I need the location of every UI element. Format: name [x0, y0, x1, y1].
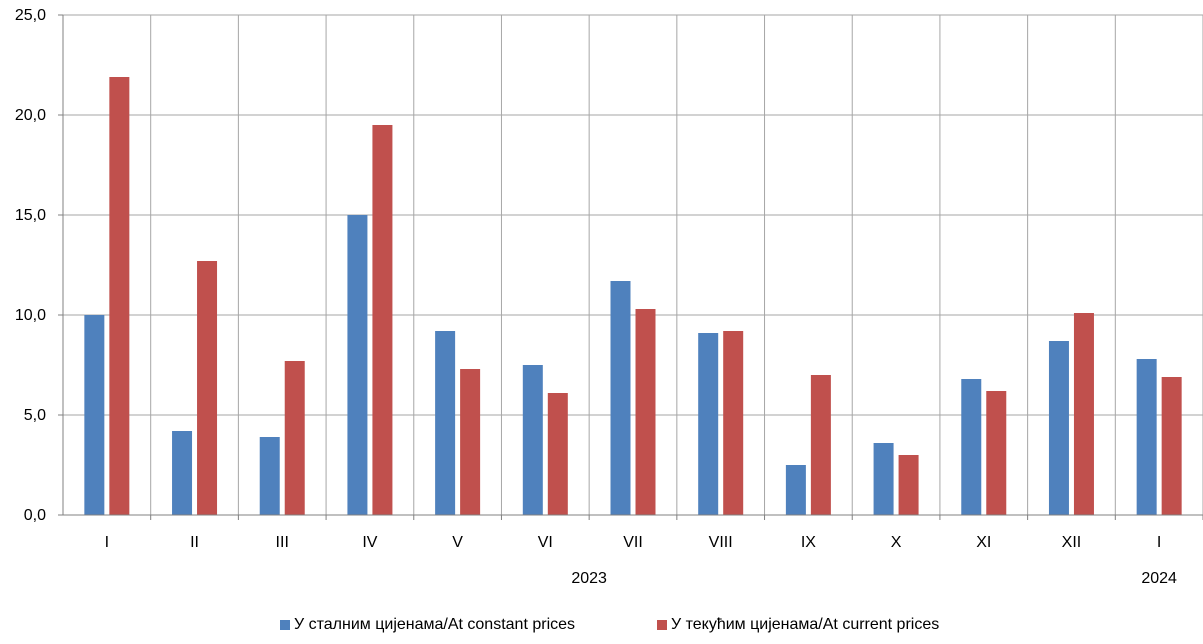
bar-constant-4 — [347, 215, 368, 515]
bar-current-1 — [109, 77, 130, 515]
bar-current-2 — [197, 261, 218, 515]
bar-constant-5 — [435, 331, 456, 515]
bar-constant-10 — [873, 443, 894, 515]
axes — [58, 14, 1203, 520]
y-tick-label: 5,0 — [24, 407, 46, 424]
x-tick-label: I — [1157, 534, 1161, 551]
legend-swatch-constant — [280, 620, 290, 630]
x-year-label: 2024 — [1141, 570, 1177, 587]
bar-constant-11 — [961, 379, 982, 515]
x-year-label: 2023 — [571, 570, 607, 587]
x-tick-label: VIII — [709, 534, 733, 551]
bar-constant-1 — [84, 315, 105, 515]
x-tick-label: X — [891, 534, 902, 551]
x-tick-label: III — [276, 534, 289, 551]
bar-current-10 — [898, 455, 919, 515]
legend-label-current: У текућим цијенама/At current prices — [671, 616, 940, 633]
y-tick-label: 10,0 — [15, 307, 46, 324]
bar-current-6 — [547, 393, 568, 515]
x-tick-label: II — [190, 534, 199, 551]
bar-current-9 — [810, 375, 831, 515]
y-tick-label: 15,0 — [15, 207, 46, 224]
legend-item-constant: У сталним цијенама/At constant prices — [280, 616, 575, 634]
y-tick-label: 0,0 — [24, 507, 46, 524]
bar-constant-9 — [785, 465, 806, 515]
bar-current-13 — [1161, 377, 1182, 515]
bar-constant-12 — [1048, 341, 1069, 515]
bar-current-3 — [284, 361, 305, 515]
y-tick-label: 25,0 — [15, 7, 46, 24]
bar-constant-3 — [259, 437, 280, 515]
bar-current-4 — [372, 125, 393, 515]
bar-constant-7 — [610, 281, 631, 515]
bar-constant-8 — [698, 333, 719, 515]
x-tick-label: XII — [1062, 534, 1082, 551]
bar-constant-2 — [172, 431, 193, 515]
legend-label-constant: У сталним цијенама/At constant prices — [294, 616, 576, 633]
x-tick-label: V — [452, 534, 463, 551]
bar-constant-13 — [1136, 359, 1157, 515]
x-tick-label: VI — [538, 534, 553, 551]
legend-item-current: У текућим цијенама/At current prices — [657, 616, 939, 634]
bar-current-7 — [635, 309, 656, 515]
x-tick-label: IX — [801, 534, 816, 551]
x-tick-label: IV — [362, 534, 377, 551]
legend-swatch-current — [657, 620, 667, 630]
bar-current-12 — [1073, 313, 1094, 515]
x-tick-label: VII — [623, 534, 643, 551]
bar-current-11 — [986, 391, 1007, 515]
gridlines — [63, 14, 1203, 515]
bars — [84, 77, 1182, 515]
y-tick-label: 20,0 — [15, 107, 46, 124]
tick-labels: 0,05,010,015,020,025,0I II III IV V VI VII VIII… — [15, 7, 1177, 587]
legend: У сталним цијенама/At constant prices У … — [0, 616, 1203, 640]
bar-current-8 — [723, 331, 744, 515]
bar-current-5 — [460, 369, 481, 515]
x-tick-label: XI — [976, 534, 991, 551]
x-tick-label: I — [105, 534, 109, 551]
bar-constant-6 — [522, 365, 543, 515]
